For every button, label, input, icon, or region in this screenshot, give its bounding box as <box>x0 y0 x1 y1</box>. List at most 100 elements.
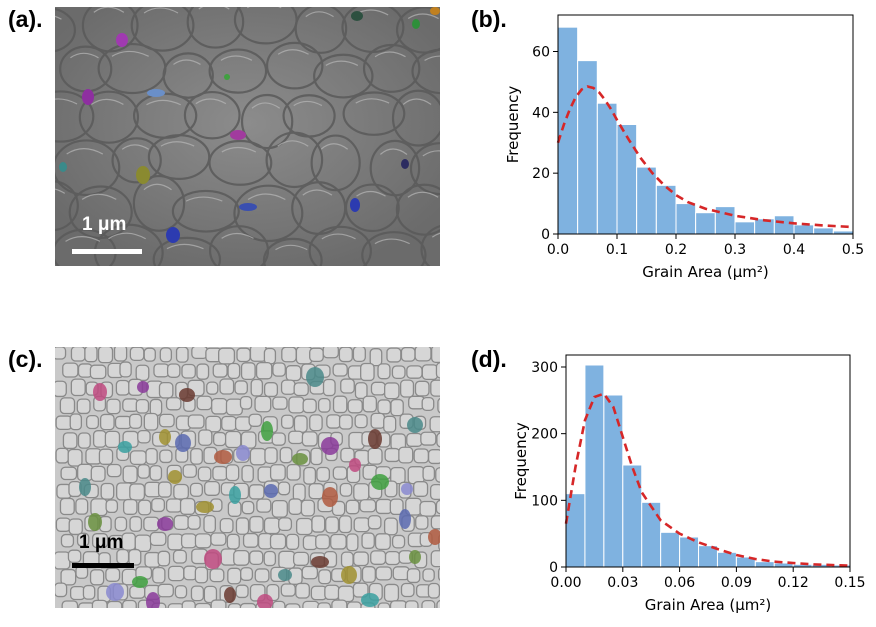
grain-cell <box>277 481 291 496</box>
grain-cell <box>317 602 332 608</box>
grain-cell <box>272 362 286 377</box>
grain-cell <box>437 567 440 581</box>
grain-cell <box>234 380 248 395</box>
grain-cell <box>435 362 440 379</box>
hist-d-bar <box>716 551 737 568</box>
grain-cell <box>367 515 382 530</box>
grain-cell <box>248 413 263 427</box>
grain-cell <box>325 516 340 534</box>
hist-b-ytick-label: 40 <box>532 105 550 121</box>
grain-cell <box>60 466 78 481</box>
grain-cell <box>295 582 310 599</box>
grain-cell <box>359 499 377 513</box>
grain-cell <box>122 498 138 515</box>
grain-cell <box>326 414 341 429</box>
sem-image-c: 1 μm <box>55 347 440 608</box>
grain-cell <box>70 347 86 362</box>
grain-cell <box>68 518 83 536</box>
grain-cell <box>346 601 362 608</box>
grain-highlight <box>220 55 253 61</box>
grain-cell <box>106 398 121 415</box>
grain-cell <box>337 585 355 603</box>
grain-cell <box>309 347 324 363</box>
grain-cell <box>129 585 146 599</box>
pore-mark <box>368 429 382 449</box>
grain-outline <box>342 91 406 136</box>
grain-cell <box>77 432 91 449</box>
grain-cell <box>284 603 301 608</box>
grain-highlight <box>305 11 334 18</box>
grain-cell <box>241 464 254 483</box>
grain-cell <box>106 600 123 608</box>
grain-cell <box>115 379 130 396</box>
hist-d-fit-curve <box>564 392 851 567</box>
panel-label-a: (a). <box>8 6 43 32</box>
hist-b-bar <box>793 224 815 235</box>
grain-cell <box>196 363 210 380</box>
grain-cell <box>212 363 228 378</box>
grain-cell <box>59 497 75 516</box>
pore-mark <box>407 417 423 433</box>
pore-mark <box>349 458 361 472</box>
hist-b-ytick-label: 20 <box>532 166 550 182</box>
grain-cell <box>114 415 133 430</box>
hist-b-bar <box>773 215 795 235</box>
grain-cell <box>422 568 435 582</box>
pore-mark <box>409 550 421 564</box>
grain-cell <box>209 568 225 583</box>
grain-cell <box>322 347 339 359</box>
grain-outline <box>208 48 268 94</box>
grain-cell <box>61 600 79 608</box>
grain-cell <box>406 568 421 584</box>
grain-cell <box>435 467 440 483</box>
grain-cell <box>399 379 415 398</box>
panel-label-c: (c). <box>8 346 43 372</box>
grain-cell <box>340 447 355 463</box>
pore-mark <box>306 367 324 387</box>
hist-d-frame <box>565 354 851 568</box>
grain-highlight <box>431 232 440 238</box>
hist-b-frame <box>557 14 854 235</box>
grain-cell <box>182 464 197 478</box>
grain-cell <box>105 567 121 582</box>
grain-cell <box>60 568 77 586</box>
grain-cell <box>293 382 309 397</box>
grain-cell <box>309 414 323 432</box>
grain-cell <box>295 517 313 536</box>
grain-cell <box>249 550 264 566</box>
hist-d-xtick-label: 0.00 <box>550 575 581 591</box>
grain-cell <box>255 362 273 380</box>
hist-d-ytick-label: 100 <box>531 493 558 509</box>
pore-mark <box>371 474 389 490</box>
grain-highlight <box>407 191 439 198</box>
grain-cell <box>236 347 251 363</box>
grain-cell <box>281 347 297 363</box>
grain-cell <box>322 378 336 397</box>
grain-cell <box>316 466 331 482</box>
grain-cell <box>389 498 404 516</box>
grain-cell <box>69 585 86 601</box>
grain-cell <box>272 600 286 608</box>
grain-cell <box>166 363 181 378</box>
grain-cell <box>377 363 391 380</box>
grain-highlight <box>91 98 124 105</box>
grain-cell <box>300 499 316 517</box>
pore-mark <box>157 517 173 531</box>
grain-cell <box>129 347 145 362</box>
grain-cell <box>226 533 240 550</box>
grain-cell <box>197 466 212 482</box>
grain-cell <box>419 500 437 517</box>
grain-cell <box>429 483 440 501</box>
scale-bar-label-a: 1 μm <box>82 214 127 235</box>
grain-cell <box>421 599 436 608</box>
grain-cell <box>345 499 360 515</box>
pore-mark <box>361 593 379 607</box>
grain-cell <box>430 379 440 397</box>
hist-d-bar <box>622 464 643 568</box>
grain-cell <box>414 380 430 397</box>
grain-cell <box>135 399 150 414</box>
grain-highlight <box>422 150 440 157</box>
hist-d-bar <box>754 561 775 568</box>
grain-cell <box>78 602 96 608</box>
sem-image-c-graphic <box>55 347 440 608</box>
